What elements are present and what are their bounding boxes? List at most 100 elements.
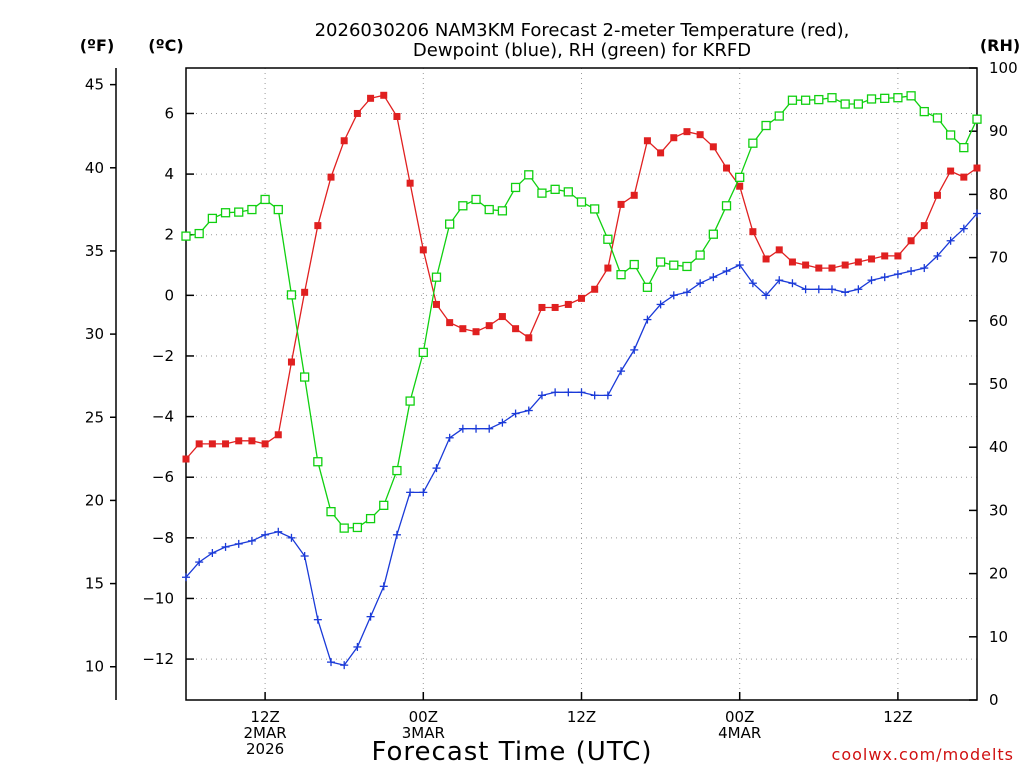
temperature-point	[894, 252, 902, 260]
rh-point	[379, 500, 389, 510]
rh-point	[629, 259, 639, 270]
rh-point	[616, 270, 626, 280]
temperature-point	[327, 173, 335, 181]
dewpoint-point	[603, 391, 612, 400]
rh-point	[787, 95, 798, 105]
dewpoint-point	[406, 488, 415, 497]
time-tick-label: 4MAR	[718, 724, 761, 742]
rh-point	[484, 204, 494, 215]
rh-point	[299, 372, 310, 382]
dewpoint-point	[313, 615, 322, 624]
dewpoint-point	[880, 273, 889, 282]
chart-title-line-1: 2026030206 NAM3KM Forecast 2-meter Tempe…	[315, 20, 850, 41]
fahrenheit-tick-label: 45	[85, 76, 104, 94]
dewpoint-point	[696, 279, 705, 288]
rh-point	[326, 507, 336, 517]
temperature-point	[538, 303, 546, 311]
temperature-point	[248, 437, 256, 445]
rh-point	[655, 257, 666, 267]
rh-tick-label: 60	[989, 312, 1008, 330]
temperature-point	[907, 237, 915, 245]
temperature-point	[630, 191, 638, 199]
temperature-point	[235, 437, 243, 445]
series-rh	[181, 91, 982, 533]
rh-point	[194, 228, 204, 239]
temperature-point	[195, 440, 203, 448]
dewpoint-point	[287, 533, 296, 542]
dewpoint-point	[498, 418, 507, 427]
temperature-point	[446, 319, 454, 327]
celsius-tick-label: −12	[142, 650, 174, 668]
rh-point	[339, 523, 349, 533]
time-tick-label: 2MAR	[244, 724, 287, 742]
temperature-point	[920, 222, 928, 230]
time-tick-label: 00Z	[725, 708, 754, 726]
temperature-point	[301, 288, 309, 296]
dewpoint-point	[973, 209, 981, 218]
rh-point	[761, 120, 771, 131]
dewpoint-point	[841, 288, 850, 297]
dewpoint-point	[590, 391, 599, 400]
grid-lines	[186, 68, 977, 700]
dewpoint-point	[893, 270, 902, 279]
dewpoint-point	[511, 409, 520, 418]
temperature-point	[591, 285, 599, 293]
rh-point	[695, 250, 705, 260]
rh-point	[932, 113, 943, 123]
dewpoint-point	[682, 288, 691, 297]
temperature-point	[854, 258, 862, 266]
temperature-point	[525, 334, 533, 342]
rh-point	[945, 130, 956, 140]
rh-point	[313, 457, 323, 467]
temperature-point	[274, 431, 282, 439]
dewpoint-point	[366, 612, 375, 621]
dewpoint-point	[524, 406, 533, 415]
rh-point	[550, 184, 560, 194]
temperature-point	[498, 313, 506, 321]
dewpoint-point	[564, 388, 573, 397]
temperature-point	[406, 179, 414, 187]
time-tick-label: 3MAR	[402, 724, 445, 742]
rh-tick-label: 40	[989, 438, 1008, 456]
series-layer	[181, 91, 982, 670]
rh-point	[392, 465, 402, 476]
rh-point	[642, 282, 653, 292]
dewpoint-point	[274, 527, 283, 536]
dewpoint-point	[392, 530, 401, 539]
dewpoint-point	[669, 291, 678, 300]
dewpoint-point	[247, 536, 256, 545]
dewpoint-point	[537, 391, 546, 400]
temperature-point	[578, 294, 585, 302]
dewpoint-point	[801, 285, 810, 294]
rh-point	[510, 182, 521, 193]
rh-unit-label: (RH)	[980, 36, 1020, 55]
rh-tick-label: 100	[989, 59, 1018, 77]
rh-point	[880, 93, 890, 103]
dewpoint-point	[419, 488, 428, 497]
temperature-point	[881, 252, 889, 260]
temperature-point	[709, 143, 717, 151]
dewpoint-point	[340, 661, 349, 670]
temperature-point	[749, 228, 757, 236]
temperature-point	[775, 246, 783, 254]
celsius-unit-label: (ºC)	[148, 36, 183, 55]
dewpoint-point	[643, 315, 652, 324]
rh-tick-label: 70	[989, 249, 1008, 267]
temperature-point	[182, 455, 190, 463]
fahrenheit-tick-label: 25	[85, 408, 104, 426]
rh-point	[800, 95, 811, 105]
dewpoint-point	[762, 291, 771, 300]
rh-point	[893, 93, 903, 103]
fahrenheit-unit-label: (ºF)	[80, 36, 115, 55]
temperature-point	[512, 325, 520, 333]
temperature-point	[564, 300, 572, 308]
temperature-point	[340, 137, 348, 145]
temperature-point	[723, 164, 731, 172]
rh-point	[181, 231, 191, 241]
dewpoint-point	[432, 464, 441, 473]
dewpoint-point	[933, 251, 942, 260]
rh-point	[590, 204, 600, 214]
dewpoint-point	[854, 285, 863, 294]
rh-tick-label: 10	[989, 628, 1008, 646]
celsius-tick-label: 6	[164, 104, 174, 122]
